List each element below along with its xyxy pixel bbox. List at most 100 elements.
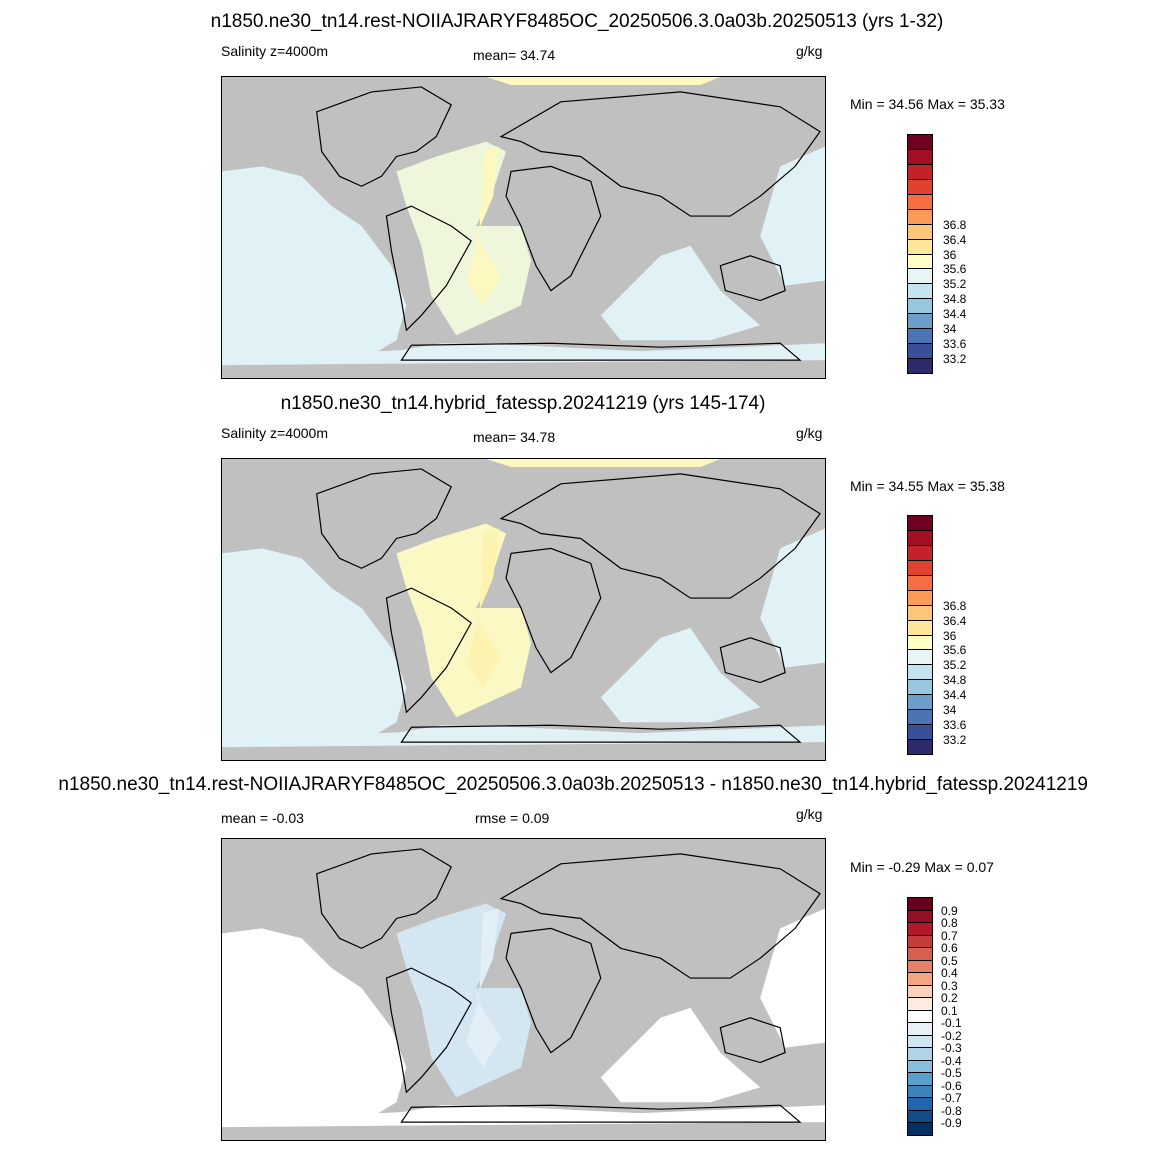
colorbar-tick-label: 0.7	[941, 928, 958, 943]
colorbar-swatch	[907, 709, 933, 726]
colorbar-swatch	[907, 984, 933, 999]
panel-2-colorbar: 33.2 33.6 34 34.4 34.8 35.2 35.6 36 36.4 36.8	[907, 515, 966, 755]
arctic-region	[486, 459, 721, 467]
colorbar-tick-label: -0.9	[941, 1116, 962, 1131]
colorbar-tick-label: -0.4	[941, 1053, 962, 1068]
colorbar-swatch	[907, 724, 933, 741]
coastline-6	[400, 724, 802, 743]
colorbar-tick-label: 0.6	[941, 941, 958, 956]
colorbar-swatch	[907, 934, 933, 949]
colorbar-swatch	[907, 997, 933, 1011]
panel-3-map-svg	[222, 839, 825, 1128]
coastline-2	[385, 205, 472, 332]
colorbar-tick-label: 36	[943, 628, 957, 643]
deep-ocean-region-3	[760, 528, 825, 668]
colorbar-swatch	[907, 134, 933, 150]
colorbar-tick-label: 35.2	[943, 658, 967, 673]
colorbar-tick-label: 36.4	[943, 232, 967, 247]
deep-ocean-region-1	[222, 928, 407, 1123]
panel-2-variable-label: Salinity z=4000m	[221, 425, 329, 441]
panel-3-title: n1850.ne30_tn14.rest-NOIIAJRARYF8485OC_2…	[58, 774, 1088, 795]
colorbar-swatch	[907, 1072, 933, 1086]
colorbar-swatch	[907, 178, 933, 195]
coastline-4	[505, 547, 602, 674]
deep-ocean-region-3	[760, 146, 825, 286]
panel-1-units-label: g/kg	[796, 43, 823, 59]
colorbar-tick-label: 36.4	[943, 613, 967, 628]
colorbar-swatch	[907, 959, 933, 974]
coastline-4	[505, 927, 602, 1054]
colorbar-swatch	[907, 947, 933, 961]
colorbar-swatch	[907, 739, 933, 755]
colorbar-tick-label: 33.6	[943, 718, 967, 733]
panel-3-minmax: Min = -0.29 Max = 0.07	[850, 859, 994, 875]
colorbar-tick-label: 33.6	[943, 337, 967, 352]
colorbar-swatch	[907, 343, 933, 360]
coastline-3	[499, 473, 821, 599]
coastline-5	[719, 637, 786, 684]
colorbar-swatch	[907, 1059, 933, 1074]
panel-3-colorbar: -0.9 -0.8 -0.7 -0.6 -0.5 -0.4 -0.3 -0.2 -0.1 0.1 0…	[907, 897, 962, 1136]
colorbar-swatch	[907, 223, 933, 240]
colorbar-tick-label: 35.6	[943, 262, 967, 277]
panel-1-title: n1850.ne30_tn14.rest-NOIIAJRARYF8485OC_2…	[210, 11, 944, 32]
colorbar-swatch	[907, 358, 933, 374]
colorbar-swatch	[907, 972, 933, 986]
deep-ocean-region-1	[222, 548, 407, 743]
colorbar-swatch	[907, 604, 933, 621]
colorbar-swatch	[907, 1022, 933, 1036]
panel-2-title: n1850.ne30_tn14.hybrid_fatessp.20241219 …	[280, 393, 766, 414]
colorbar-tick-label: -0.6	[941, 1078, 962, 1093]
coastline-2	[385, 967, 472, 1094]
colorbar-swatch	[907, 1047, 933, 1061]
colorbar-swatch	[907, 1097, 933, 1111]
panel-3-rmse-label: rmse = 0.09	[475, 810, 550, 826]
colorbar-tick-label: 0.1	[941, 1003, 958, 1018]
arctic-region	[486, 77, 721, 85]
colorbar-tick-label: 0.5	[941, 953, 958, 968]
panel-1-variable-label: Salinity z=4000m	[221, 43, 329, 59]
colorbar-swatch	[907, 619, 933, 636]
colorbar-swatch	[907, 193, 933, 210]
coastline-3	[499, 853, 821, 979]
colorbar-tick-label: 36.8	[943, 217, 967, 232]
arctic-region	[486, 839, 721, 847]
coastline-3	[499, 91, 821, 217]
panel-2-minmax: Min = 34.55 Max = 35.38	[850, 478, 1005, 494]
colorbar-swatch	[907, 515, 933, 531]
coastline-2	[385, 587, 472, 714]
colorbar-swatch	[907, 298, 933, 315]
atlantic-ridge-region	[466, 908, 502, 1068]
indian-ocean-region	[600, 245, 761, 341]
colorbar-tick-label: 36	[943, 247, 957, 262]
colorbar-swatch	[907, 313, 933, 330]
coastline-6	[400, 342, 802, 361]
indian-ocean-region	[600, 1007, 761, 1103]
colorbar-swatch	[907, 1034, 933, 1049]
panel-2-mean-label: mean= 34.78	[473, 429, 556, 445]
colorbar-tick-label: -0.7	[941, 1091, 962, 1106]
colorbar-swatch	[907, 544, 933, 561]
colorbar-swatch	[907, 148, 933, 165]
colorbar-tick-label: 34.8	[943, 292, 967, 307]
colorbar-tick-label: 36.8	[943, 598, 967, 613]
colorbar-swatch	[907, 694, 933, 711]
colorbar-tick-label: 35.6	[943, 643, 967, 658]
coastline-6	[400, 1104, 802, 1123]
colorbar-swatch	[907, 1009, 933, 1024]
colorbar-tick-label: 0.3	[941, 978, 958, 993]
coastline-5	[719, 255, 786, 302]
deep-ocean-region-3	[760, 908, 825, 1048]
panel-1-mean-label: mean= 34.74	[473, 47, 556, 63]
panel-3-map	[221, 838, 826, 1141]
colorbar-swatch	[907, 634, 933, 651]
colorbar-tick-label: 34	[943, 322, 957, 337]
colorbar-tick-label: 34.4	[943, 307, 967, 322]
colorbar-swatch	[907, 679, 933, 696]
colorbar-swatch	[907, 529, 933, 546]
panel-3-units-label: g/kg	[796, 806, 823, 822]
colorbar-swatch	[907, 1084, 933, 1099]
colorbar-swatch	[907, 283, 933, 300]
colorbar-tick-label: -0.1	[941, 1016, 962, 1031]
colorbar-tick-label: -0.8	[941, 1103, 962, 1118]
